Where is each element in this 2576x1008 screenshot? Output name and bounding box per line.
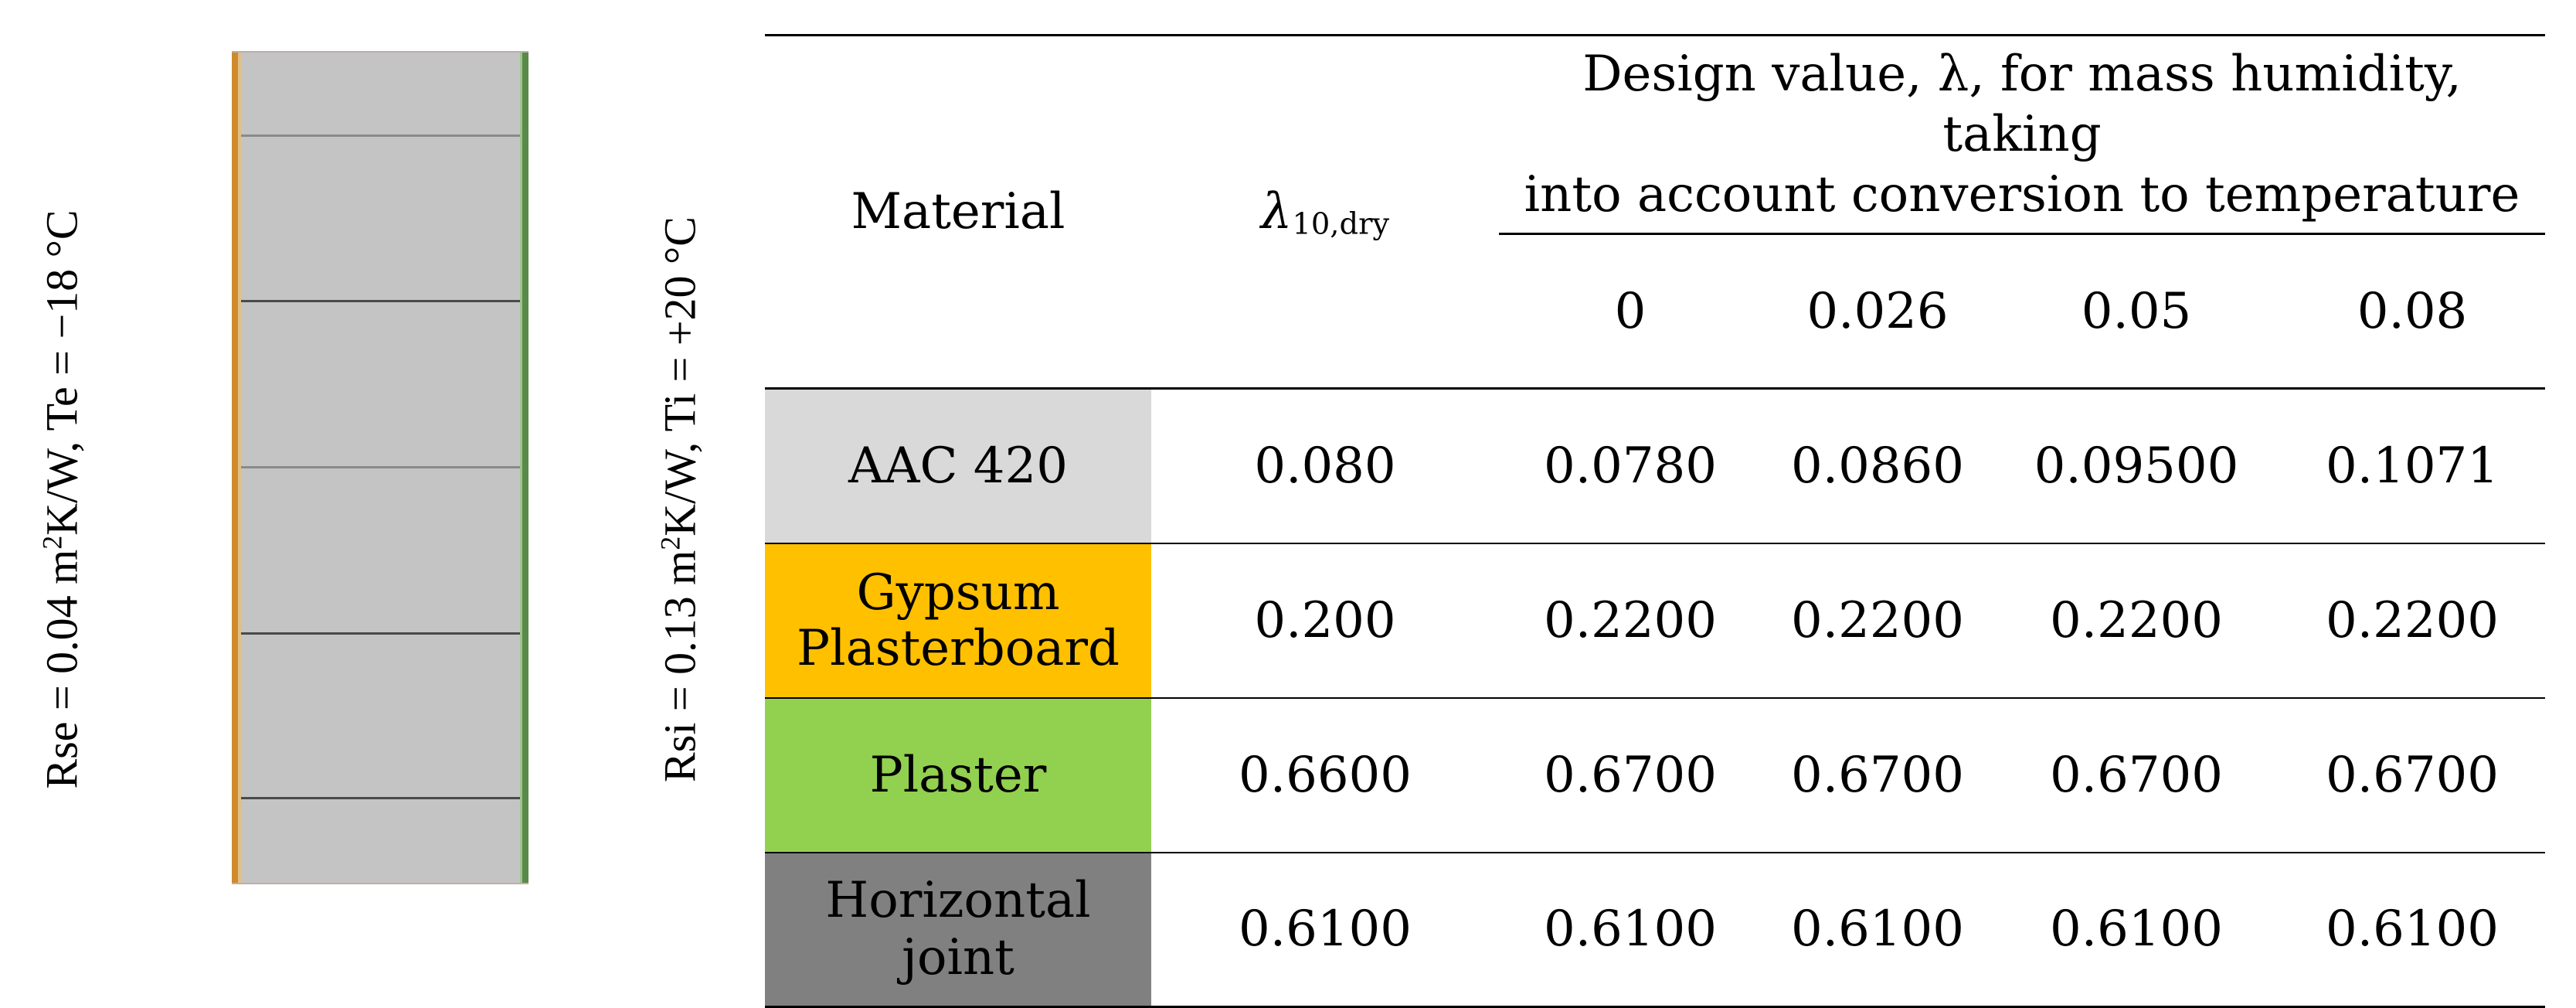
table-row: AAC 420 0.080 0.0780 0.0860 0.09500 0.10… — [765, 387, 2545, 543]
horizontal-joint — [241, 797, 520, 799]
value-cell: 0.6100 — [1762, 851, 1993, 1008]
horizontal-joint — [241, 632, 520, 635]
exterior-plasterboard-layer — [238, 53, 241, 883]
header-design-line2: into account conversion to temperature — [1524, 166, 2520, 223]
value-cell: 0.09500 — [1993, 387, 2279, 543]
interior-plaster-layer — [522, 53, 528, 883]
header-humidity-0: 0 — [1614, 282, 1647, 340]
horizontal-joint — [241, 300, 520, 302]
value-cell: 0.2200 — [1499, 542, 1762, 698]
material-properties-table: Material λ10,dry Design value, λ, for ma… — [765, 34, 2545, 1008]
header-humidity-008: 0.08 — [2357, 282, 2468, 340]
value-cell: 0.0780 — [1499, 387, 1762, 543]
lambda-dry-cell: 0.200 — [1151, 542, 1499, 698]
value-cell: 0.6100 — [1499, 851, 1762, 1008]
value-cell: 0.0860 — [1762, 387, 1993, 543]
exterior-boundary-label: Rse = 0.04 m2K/W, Te = −18 °C — [36, 209, 87, 789]
table-row: Horizontal joint 0.6100 0.6100 0.6100 0.… — [765, 851, 2545, 1008]
lambda-dry-cell: 0.080 — [1151, 387, 1499, 543]
material-cell-aac: AAC 420 — [765, 387, 1151, 543]
horizontal-joint — [241, 466, 520, 468]
table-row: Plaster 0.6600 0.6700 0.6700 0.6700 0.67… — [765, 696, 2545, 853]
header-design-line1: Design value, λ, for mass humidity, taki… — [1582, 46, 2462, 163]
interior-finish-layer — [520, 53, 522, 883]
header-humidity-0026: 0.026 — [1806, 282, 1949, 340]
header-design-value: Design value, λ, for mass humidity, taki… — [1499, 35, 2545, 235]
value-cell: 0.6700 — [1499, 696, 1762, 853]
value-cell: 0.2200 — [1993, 542, 2279, 698]
table-row: Gypsum Plasterboard 0.200 0.2200 0.2200 … — [765, 542, 2545, 698]
material-cell-gypsum: Gypsum Plasterboard — [765, 542, 1151, 698]
header-lambda-dry: λ10,dry — [1260, 183, 1390, 242]
value-cell: 0.6700 — [1993, 696, 2279, 853]
exterior-plaster-layer — [232, 53, 238, 883]
header-material: Material — [851, 183, 1065, 240]
lambda-dry-cell: 0.6100 — [1151, 851, 1499, 1008]
value-cell: 0.6100 — [2279, 851, 2545, 1008]
value-cell: 0.6100 — [1993, 851, 2279, 1008]
value-cell: 0.6700 — [1762, 696, 1993, 853]
value-cell: 0.2200 — [2279, 542, 2545, 698]
value-cell: 0.6700 — [2279, 696, 2545, 853]
lambda-dry-cell: 0.6600 — [1151, 696, 1499, 853]
material-cell-horizontal-joint: Horizontal joint — [765, 851, 1151, 1008]
wall-section-diagram — [232, 51, 528, 884]
horizontal-joint — [241, 135, 520, 137]
material-cell-plaster: Plaster — [765, 696, 1151, 853]
interior-boundary-label: Rsi = 0.13 m2K/W, Ti = +20 °C — [654, 216, 705, 782]
value-cell: 0.2200 — [1762, 542, 1993, 698]
header-humidity-005: 0.05 — [2081, 282, 2192, 340]
value-cell: 0.1071 — [2279, 387, 2545, 543]
